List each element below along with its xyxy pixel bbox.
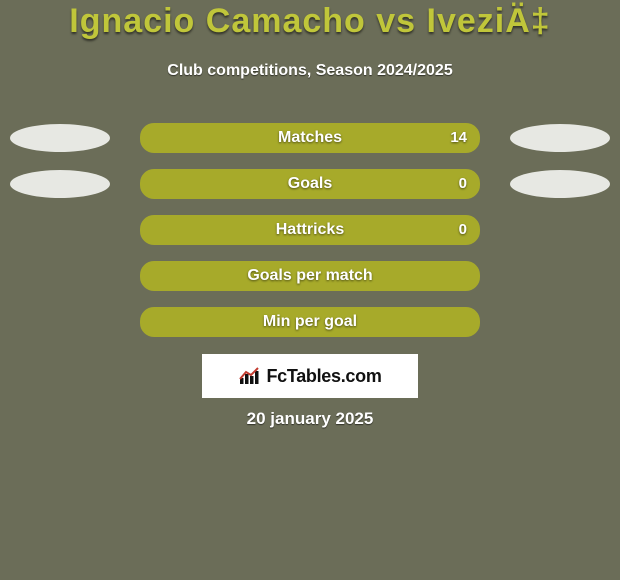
comparison-infographic: Ignacio Camacho vs IveziÄ‡ Club competit… [0,0,620,580]
logo-text: FcTables.com [266,366,381,387]
stat-row: Hattricks0 [0,214,620,246]
stat-bar: Goals per match [140,261,480,291]
player-right-marker [510,124,610,152]
stat-row: Goals0 [0,168,620,200]
stat-bar: Hattricks0 [140,215,480,245]
stat-value-right: 0 [459,175,467,192]
logo-box: FcTables.com [202,354,418,398]
page-subtitle: Club competitions, Season 2024/2025 [0,62,620,80]
stat-bar: Goals0 [140,169,480,199]
stat-value-right: 14 [450,129,467,146]
stat-bar: Min per goal [140,307,480,337]
stat-label: Hattricks [141,221,479,239]
player-left-marker [10,124,110,152]
stat-rows: Matches14Goals0Hattricks0Goals per match… [0,122,620,352]
stat-row: Matches14 [0,122,620,154]
stat-row: Min per goal [0,306,620,338]
player-right-marker [510,170,610,198]
stat-label: Min per goal [141,313,479,331]
stat-value-right: 0 [459,221,467,238]
date-text: 20 january 2025 [0,409,620,429]
chart-icon [238,366,262,386]
stat-label: Goals [141,175,479,193]
stat-row: Goals per match [0,260,620,292]
stat-label: Matches [141,129,479,147]
stat-bar: Matches14 [140,123,480,153]
player-left-marker [10,170,110,198]
stat-label: Goals per match [141,267,479,285]
page-title: Ignacio Camacho vs IveziÄ‡ [0,2,620,41]
